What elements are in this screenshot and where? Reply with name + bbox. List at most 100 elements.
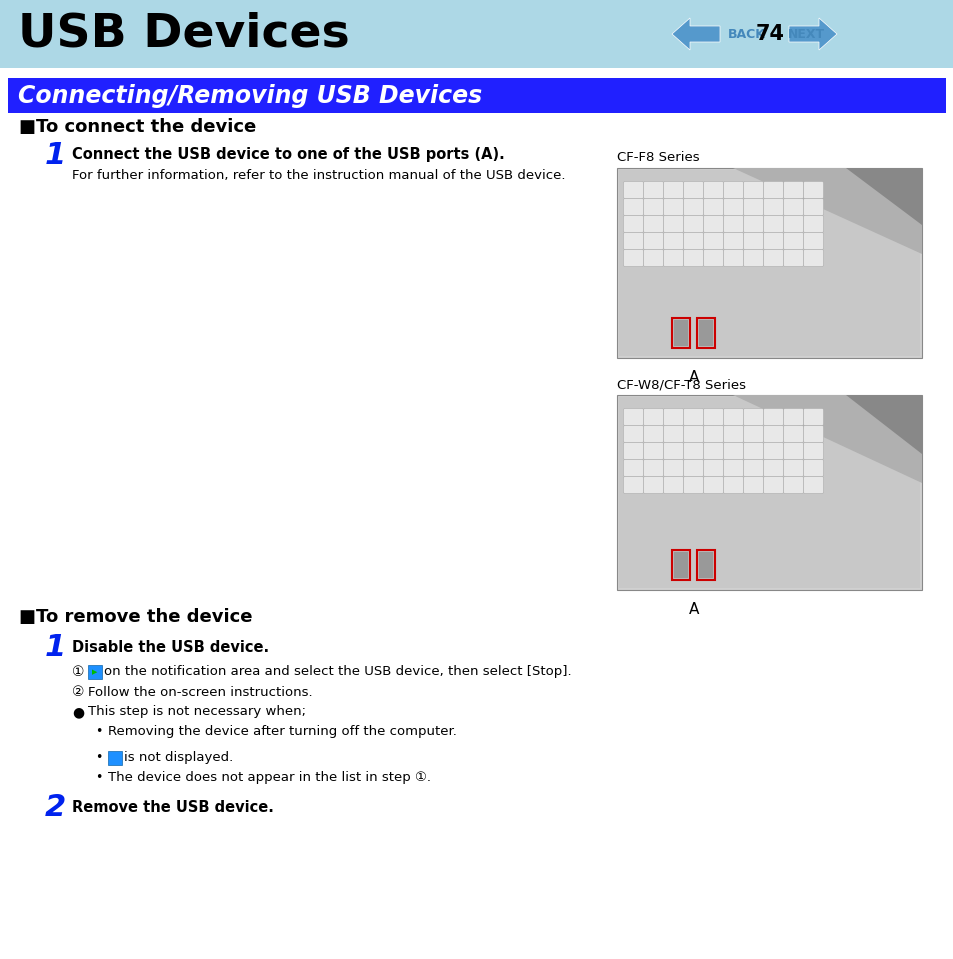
FancyBboxPatch shape	[722, 181, 742, 199]
FancyBboxPatch shape	[782, 426, 802, 442]
FancyBboxPatch shape	[782, 409, 802, 426]
FancyBboxPatch shape	[722, 426, 742, 442]
FancyBboxPatch shape	[643, 216, 662, 232]
FancyBboxPatch shape	[662, 181, 682, 199]
FancyBboxPatch shape	[623, 459, 643, 477]
FancyBboxPatch shape	[643, 426, 662, 442]
Text: This step is not necessary when;: This step is not necessary when;	[88, 706, 306, 718]
FancyBboxPatch shape	[742, 409, 762, 426]
Bar	[618, 170, 919, 356]
Text: Disable the USB device.: Disable the USB device.	[71, 640, 269, 654]
Text: A: A	[688, 602, 699, 617]
FancyBboxPatch shape	[108, 751, 122, 765]
Text: Removing the device after turning off the computer.: Removing the device after turning off th…	[108, 726, 456, 738]
FancyBboxPatch shape	[643, 249, 662, 267]
FancyBboxPatch shape	[762, 409, 782, 426]
FancyBboxPatch shape	[682, 181, 702, 199]
FancyBboxPatch shape	[782, 216, 802, 232]
FancyBboxPatch shape	[682, 232, 702, 249]
FancyBboxPatch shape	[682, 199, 702, 216]
FancyBboxPatch shape	[662, 459, 682, 477]
FancyBboxPatch shape	[802, 459, 822, 477]
Text: To remove the device: To remove the device	[36, 608, 253, 626]
FancyBboxPatch shape	[722, 232, 742, 249]
Text: For further information, refer to the instruction manual of the USB device.: For further information, refer to the in…	[71, 169, 565, 181]
Bar	[618, 397, 919, 588]
FancyBboxPatch shape	[742, 459, 762, 477]
Bar	[0, 0, 953, 68]
Text: •: •	[95, 771, 102, 784]
FancyBboxPatch shape	[802, 409, 822, 426]
FancyBboxPatch shape	[802, 477, 822, 494]
FancyBboxPatch shape	[702, 249, 722, 267]
FancyBboxPatch shape	[782, 249, 802, 267]
FancyBboxPatch shape	[722, 409, 742, 426]
Text: USB Devices: USB Devices	[18, 12, 350, 57]
Bar	[697, 550, 714, 580]
FancyBboxPatch shape	[762, 199, 782, 216]
FancyBboxPatch shape	[762, 477, 782, 494]
Text: ■: ■	[18, 608, 35, 626]
FancyBboxPatch shape	[623, 181, 643, 199]
FancyBboxPatch shape	[682, 442, 702, 459]
FancyBboxPatch shape	[643, 409, 662, 426]
FancyBboxPatch shape	[643, 232, 662, 249]
Text: •: •	[95, 726, 102, 738]
Polygon shape	[732, 395, 921, 482]
FancyBboxPatch shape	[682, 216, 702, 232]
FancyBboxPatch shape	[802, 426, 822, 442]
FancyBboxPatch shape	[623, 216, 643, 232]
Text: 74: 74	[755, 24, 783, 44]
Bar	[671, 550, 689, 580]
FancyBboxPatch shape	[722, 477, 742, 494]
FancyBboxPatch shape	[782, 181, 802, 199]
FancyBboxPatch shape	[722, 442, 742, 459]
FancyBboxPatch shape	[702, 199, 722, 216]
Text: Connecting/Removing USB Devices: Connecting/Removing USB Devices	[18, 83, 482, 107]
FancyBboxPatch shape	[742, 442, 762, 459]
Text: •: •	[95, 752, 102, 764]
FancyBboxPatch shape	[782, 442, 802, 459]
Text: CF-F8 Series: CF-F8 Series	[617, 151, 699, 164]
FancyBboxPatch shape	[802, 249, 822, 267]
FancyBboxPatch shape	[662, 199, 682, 216]
FancyBboxPatch shape	[762, 442, 782, 459]
FancyBboxPatch shape	[682, 249, 702, 267]
Bar	[697, 318, 714, 348]
FancyBboxPatch shape	[802, 232, 822, 249]
Text: To connect the device: To connect the device	[36, 118, 256, 136]
FancyBboxPatch shape	[682, 426, 702, 442]
Text: ②: ②	[71, 685, 85, 699]
FancyBboxPatch shape	[722, 459, 742, 477]
FancyBboxPatch shape	[742, 181, 762, 199]
FancyBboxPatch shape	[782, 199, 802, 216]
FancyBboxPatch shape	[782, 477, 802, 494]
Text: The device does not appear in the list in step ①.: The device does not appear in the list i…	[108, 771, 431, 784]
FancyBboxPatch shape	[623, 409, 643, 426]
Text: CF-W8/CF-T8 Series: CF-W8/CF-T8 Series	[617, 378, 745, 391]
FancyBboxPatch shape	[702, 426, 722, 442]
Bar	[699, 552, 712, 578]
Text: A: A	[688, 370, 699, 385]
Bar	[671, 318, 689, 348]
FancyBboxPatch shape	[662, 249, 682, 267]
FancyBboxPatch shape	[643, 181, 662, 199]
Text: 2: 2	[45, 793, 66, 823]
FancyBboxPatch shape	[762, 249, 782, 267]
Bar	[617, 168, 921, 358]
FancyBboxPatch shape	[802, 442, 822, 459]
FancyBboxPatch shape	[742, 216, 762, 232]
Text: 1: 1	[45, 633, 66, 662]
FancyBboxPatch shape	[682, 409, 702, 426]
FancyBboxPatch shape	[88, 665, 102, 679]
Bar	[673, 320, 687, 346]
FancyBboxPatch shape	[623, 477, 643, 494]
FancyBboxPatch shape	[643, 199, 662, 216]
Text: ●: ●	[71, 705, 84, 719]
FancyBboxPatch shape	[762, 459, 782, 477]
Text: NEXT: NEXT	[787, 28, 824, 40]
Text: on the notification area and select the USB device, then select [Stop].: on the notification area and select the …	[104, 666, 571, 679]
FancyBboxPatch shape	[762, 232, 782, 249]
FancyBboxPatch shape	[682, 477, 702, 494]
FancyBboxPatch shape	[643, 477, 662, 494]
